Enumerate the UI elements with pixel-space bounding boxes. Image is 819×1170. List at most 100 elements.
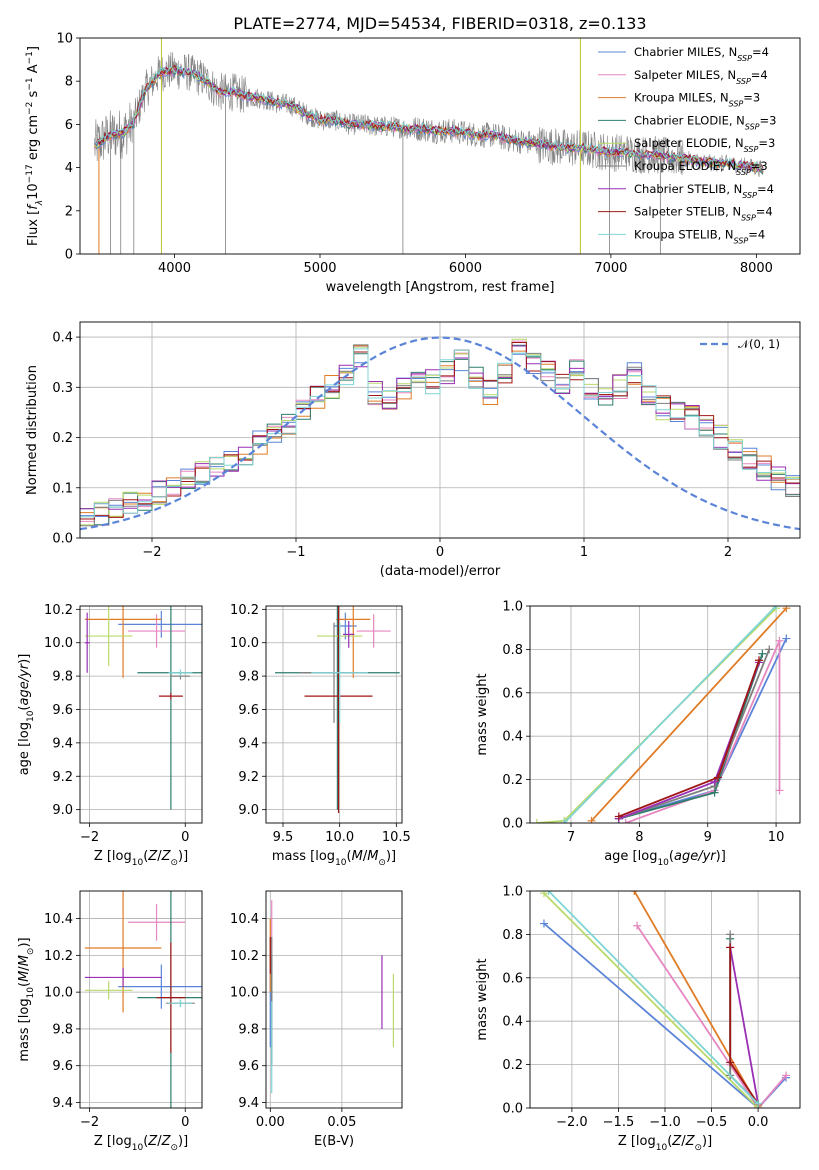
histogram-step-9 — [80, 348, 800, 518]
mass-weight-marker — [754, 656, 763, 665]
y-tick-label: 9.6 — [52, 703, 73, 718]
y-axis-label: Normed distribution — [25, 365, 40, 495]
legend-label-1: Chabrier MILES, NSSP=4 — [634, 45, 769, 63]
mass-weight-marker — [539, 891, 548, 898]
mass-weight-marker — [775, 786, 784, 795]
legend-label-2: Salpeter MILES, NSSP=4 — [634, 68, 768, 86]
x-axis-label: Z [log10(Z/Z⊙)] — [94, 1134, 188, 1153]
model-line-9 — [94, 64, 764, 171]
figure-title: PLATE=2774, MJD=54534, FIBERID=0318, z=0… — [233, 14, 646, 33]
model-line-8 — [94, 64, 764, 172]
axes-frame — [265, 605, 403, 824]
x-tick-label: −1 — [286, 545, 305, 560]
y-tick-label: 1.0 — [502, 600, 523, 615]
x-tick-label: 10.5 — [382, 830, 411, 845]
mass-weight-marker — [630, 891, 639, 895]
mass-weight-line-5 — [543, 892, 759, 1108]
x-axis-label: Z [log10(Z/Z⊙)] — [94, 849, 188, 868]
x-tick-label: 0.05 — [327, 1115, 356, 1130]
mass-weight-marker — [772, 606, 781, 610]
mass-weight-line-3 — [590, 607, 787, 822]
x-tick-label: 6000 — [449, 261, 482, 276]
panel-mass-weight-vs-Z: −2.0 −1.5 −1.0 −0.5 0.0 0.0 0.2 0.4 0.6 0.8 1.0 Z [… — [475, 885, 801, 1153]
y-tick-label: 0.1 — [52, 481, 73, 496]
x-tick-label: 1 — [580, 545, 588, 560]
x-tick-label: 0 — [181, 830, 189, 845]
y-tick-label: 10.2 — [230, 949, 259, 964]
plot-area — [84, 606, 202, 810]
mass-weight-marker — [782, 1071, 791, 1080]
x-tick-label: 9.5 — [273, 830, 294, 845]
y-tick-label: 1.0 — [502, 885, 523, 900]
panel-residual-histogram: −2 −1 0 1 2 0.0 0.1 0.2 0.3 0.4 (data-model)/error… — [25, 321, 801, 579]
mass-weight-marker — [754, 1099, 763, 1108]
x-axis-label: E(B-V) — [314, 1134, 354, 1149]
x-tick-label: 8000 — [740, 261, 773, 276]
y-tick-label: 6 — [65, 118, 73, 133]
y-tick-label: 0.6 — [502, 686, 523, 701]
y-tick-label: 0.0 — [502, 1102, 523, 1117]
x-tick-label: 8 — [635, 830, 643, 845]
y-tick-label: 9.8 — [52, 670, 73, 685]
y-tick-label: 4 — [65, 161, 73, 176]
y-tick-label: 10.0 — [230, 636, 259, 651]
panel-mass-vs-Z: −2 0 9.4 9.6 9.8 10.0 10.2 10.4 Z [log10(Z/Z⊙)] m… — [17, 890, 203, 1153]
mass-weight-marker — [782, 634, 791, 643]
legend-label-7: Chabrier STELIB, NSSP=4 — [634, 182, 774, 200]
y-tick-label: 10.0 — [44, 986, 73, 1001]
mass-weight-marker — [726, 1058, 735, 1067]
x-axis-label: Z [log10(Z/Z⊙)] — [618, 1134, 712, 1153]
y-tick-label: 9.4 — [52, 1096, 73, 1111]
y-tick-label: 0.8 — [502, 928, 523, 943]
mass-weight-marker — [782, 606, 791, 613]
mass-weight-line-1 — [543, 922, 787, 1108]
panel-mass-vs-EBV: 0.00 0.05 9.4 9.6 9.8 10.0 10.2 10.4 E(B-V) — [230, 890, 403, 1149]
legend-label-3: Kroupa MILES, NSSP=3 — [634, 91, 760, 109]
y-tick-label: 0.6 — [502, 971, 523, 986]
legend-label-8: Salpeter STELIB, NSSP=4 — [634, 205, 773, 223]
axes-frame — [265, 890, 403, 1109]
y-tick-label: 0 — [65, 248, 73, 263]
x-tick-label: 0 — [181, 1115, 189, 1130]
plot-area — [539, 891, 791, 1108]
y-tick-label: 9.8 — [52, 1022, 73, 1037]
x-tick-label: 0.00 — [256, 1115, 285, 1130]
x-tick-label: 10.0 — [325, 830, 354, 845]
mass-weight-marker — [765, 645, 774, 654]
legend-label-9: Kroupa STELIB, NSSP=4 — [634, 227, 765, 245]
mass-weight-marker — [539, 919, 548, 928]
x-axis-label: wavelength [Angstrom, rest frame] — [326, 280, 555, 295]
x-tick-label: 0.0 — [748, 1115, 769, 1130]
x-tick-label: −0.5 — [696, 1115, 728, 1130]
panel-spectrum: 4000 5000 6000 7000 8000 0 2 4 6 8 10 wavelength [A… — [25, 32, 801, 295]
panel-age-vs-mass: 9.5 10.0 10.5 9.0 9.2 9.4 9.6 9.8 10.0 10.2 mass [… — [230, 603, 411, 868]
mass-weight-marker — [758, 649, 767, 658]
mass-weight-marker — [775, 636, 784, 645]
axes-frame — [79, 605, 203, 824]
y-tick-label: 9.8 — [238, 1022, 259, 1037]
plot-area — [269, 900, 395, 1094]
axes-frame — [529, 890, 801, 1109]
y-tick-label: 10.4 — [44, 912, 73, 927]
x-tick-label: 7000 — [594, 261, 627, 276]
mass-weight-marker — [560, 819, 569, 823]
axes-frame — [79, 321, 801, 539]
y-tick-label: 9.8 — [238, 670, 259, 685]
mass-weight-marker — [633, 921, 642, 930]
x-tick-label: 2 — [724, 545, 732, 560]
y-tick-label: 10.2 — [44, 949, 73, 964]
y-tick-label: 10.0 — [230, 986, 259, 1001]
y-tick-label: 0.0 — [502, 817, 523, 832]
y-tick-label: 9.0 — [238, 803, 259, 818]
y-tick-label: 10.2 — [230, 603, 259, 618]
mass-weight-line-3 — [633, 891, 759, 1107]
mass-weight-marker — [587, 816, 596, 823]
y-tick-label: 9.6 — [238, 1059, 259, 1074]
legend-label-5: Salpeter ELODIE, NSSP=3 — [634, 136, 775, 154]
x-tick-label: 0 — [436, 545, 444, 560]
model-line-3 — [94, 67, 764, 174]
y-axis-label: age [log10(age/yr)] — [17, 654, 36, 776]
y-tick-label: 9.4 — [52, 736, 73, 751]
x-axis-label: (data-model)/error — [380, 564, 501, 579]
